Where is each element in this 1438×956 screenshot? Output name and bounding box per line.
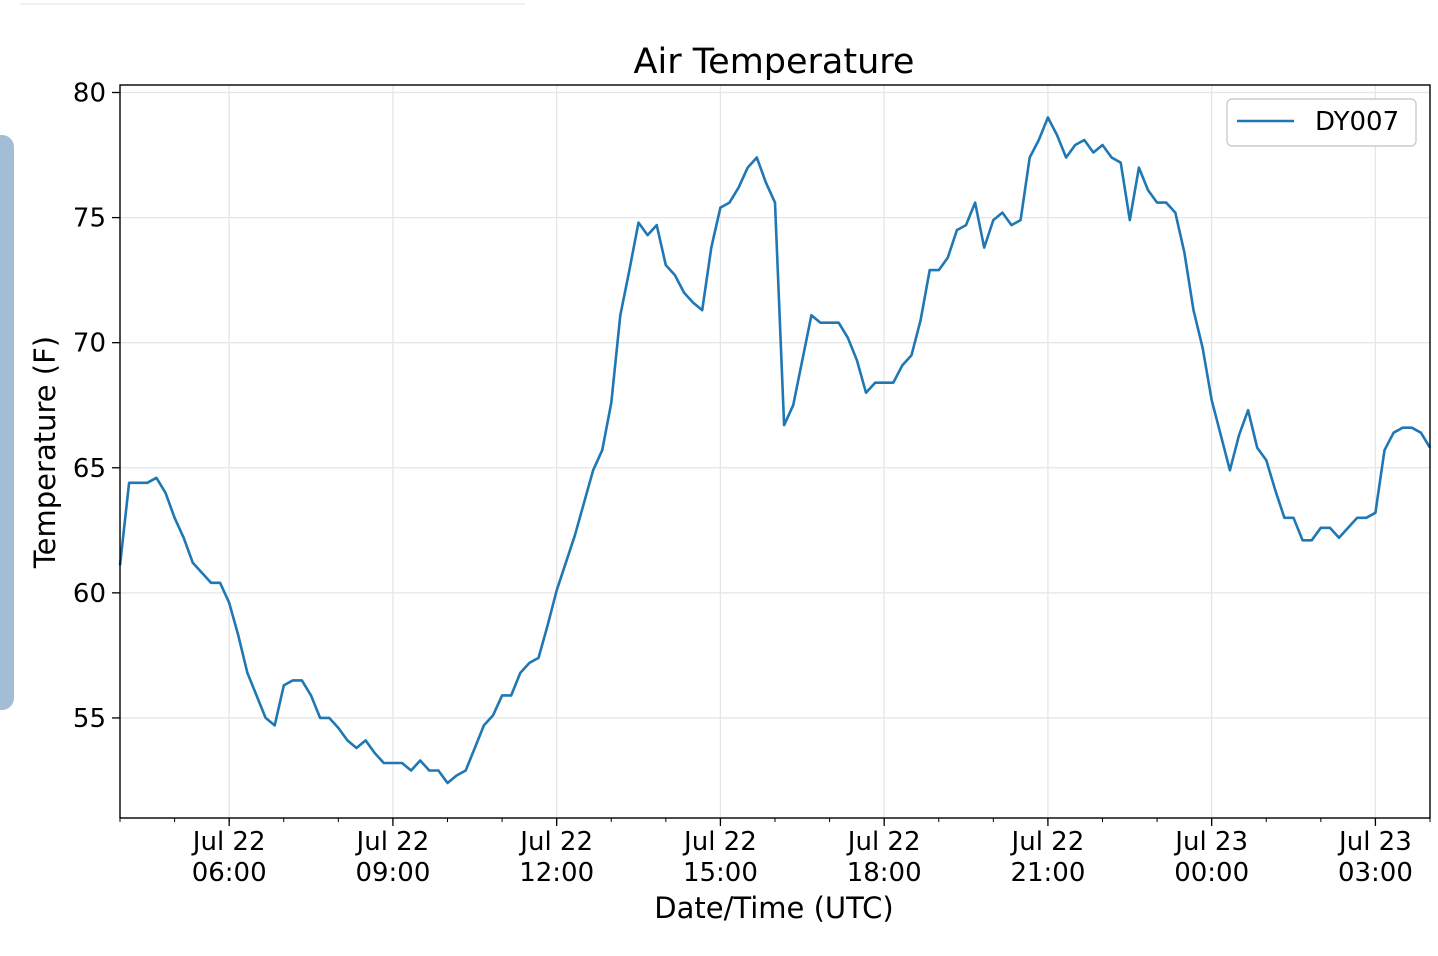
plot-frame: [119, 84, 1431, 819]
y-tick-label-65: 65: [73, 454, 106, 484]
chart-title: Air Temperature: [634, 42, 915, 82]
x-tick-label-time-3: 15:00: [683, 858, 758, 888]
x-tick-label-time-6: 00:00: [1174, 858, 1249, 888]
legend-label-dy007: DY007: [1315, 107, 1399, 137]
x-tick-label-time-1: 09:00: [355, 858, 430, 888]
x-tick-label-date-7: Jul 23: [1337, 827, 1412, 857]
x-tick-label-date-5: Jul 22: [1010, 827, 1085, 857]
x-tick-label-date-0: Jul 22: [191, 827, 266, 857]
y-tick-label-70: 70: [73, 329, 106, 359]
legend-box: [1226, 98, 1417, 147]
y-axis: 55 60 65 70 75 80: [73, 79, 120, 734]
x-tick-label-date-6: Jul 23: [1173, 827, 1248, 857]
y-tick-label-80: 80: [73, 79, 106, 109]
y-tick-label-75: 75: [73, 204, 106, 234]
x-tick-label-time-0: 06:00: [192, 858, 267, 888]
y-tick-label-60: 60: [73, 579, 106, 609]
series-line-dy007: [118, 116, 1432, 785]
x-tick-label-date-4: Jul 22: [846, 827, 921, 857]
x-tick-label-time-5: 21:00: [1010, 858, 1085, 888]
x-tick-label-time-2: 12:00: [519, 858, 594, 888]
x-tick-label-time-7: 03:00: [1338, 858, 1413, 888]
side-panel-handle[interactable]: [0, 135, 14, 710]
top-divider: [20, 3, 525, 5]
x-tick-label-date-3: Jul 22: [682, 827, 757, 857]
x-tick-label-date-1: Jul 22: [355, 827, 430, 857]
legend: DY007: [1226, 98, 1417, 147]
x-tick-label-time-4: 18:00: [847, 858, 922, 888]
x-tick-label-date-2: Jul 22: [518, 827, 593, 857]
x-axis-title: Date/Time (UTC): [654, 891, 893, 925]
y-tick-label-55: 55: [73, 704, 106, 734]
y-axis-title: Temperature (F): [28, 336, 62, 569]
